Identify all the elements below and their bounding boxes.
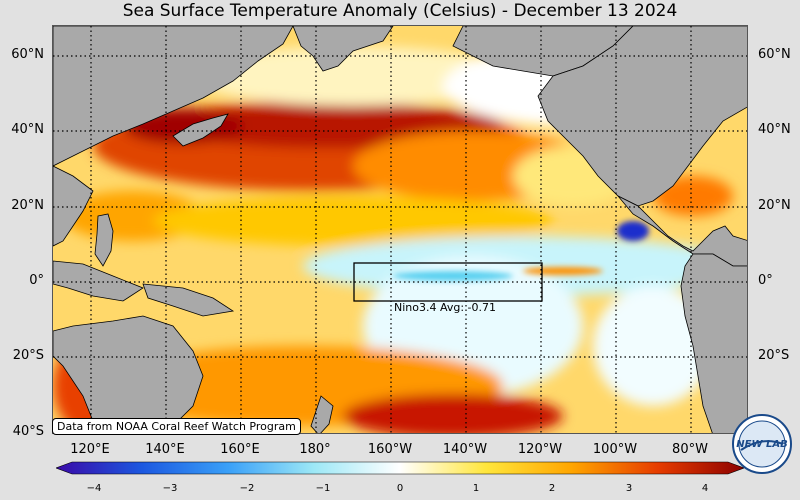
land-kamchatka xyxy=(292,26,394,72)
lon-label-180: 180° xyxy=(299,442,331,457)
colorbar-tick: −2 xyxy=(239,483,255,494)
lat-label-eq-left: 0° xyxy=(29,273,44,288)
lat-label-40n-left: 40°N xyxy=(11,122,44,137)
nino34-box[interactable] xyxy=(353,262,543,302)
land-japan xyxy=(172,113,229,147)
data-credit-label: Data from NOAA Coral Reef Watch Program xyxy=(52,418,301,435)
land-philippines xyxy=(94,213,114,267)
lat-label-40s-left: 40°S xyxy=(12,424,44,439)
land-asia-mainland xyxy=(53,165,94,247)
lat-label-60n-left: 60°N xyxy=(11,47,44,62)
lon-label-140w: 140°W xyxy=(442,442,488,457)
colorbar-tick: −3 xyxy=(162,483,178,494)
lat-label-eq-right: 0° xyxy=(758,273,773,288)
colorbar xyxy=(56,461,744,475)
land-borneo-indonesia xyxy=(53,260,144,302)
lat-label-60n-right: 60°N xyxy=(758,47,791,62)
map-title: Sea Surface Temperature Anomaly (Celsius… xyxy=(122,1,678,21)
colorbar-tick: −4 xyxy=(86,483,102,494)
land-south-america xyxy=(680,253,747,433)
colorbar-tick: 4 xyxy=(701,483,709,494)
lon-label-120w: 120°W xyxy=(517,442,563,457)
nasa-lab-logo[interactable]: NEW LAB xyxy=(732,414,792,474)
graticule-lines xyxy=(53,26,747,433)
lat-label-40n-right: 40°N xyxy=(758,122,791,137)
lon-label-160w: 160°W xyxy=(367,442,413,457)
colorbar-tick: 3 xyxy=(625,483,633,494)
lon-label-100w: 100°W xyxy=(592,442,638,457)
colorbar-tick: 1 xyxy=(472,483,480,494)
colorbar-tick: 0 xyxy=(396,483,404,494)
lon-label-80w: 80°W xyxy=(672,442,708,457)
sst-anomaly-map xyxy=(53,26,747,433)
lat-label-20n-left: 20°N xyxy=(11,198,44,213)
lat-label-20n-right: 20°N xyxy=(758,198,791,213)
lon-label-160e: 160°E xyxy=(220,442,260,457)
land-new-zealand xyxy=(310,395,334,433)
colorbar-scale xyxy=(56,461,744,475)
lon-label-140e: 140°E xyxy=(145,442,185,457)
nino34-average-label: Nino3.4 Avg: -0.71 xyxy=(394,301,497,314)
land-central-america xyxy=(617,195,747,267)
map-panel[interactable] xyxy=(52,25,748,434)
colorbar-tick: −1 xyxy=(315,483,331,494)
logo-text: NEW LAB xyxy=(736,439,787,450)
lon-label-120e: 120°E xyxy=(70,442,110,457)
colorbar-tick: 2 xyxy=(548,483,556,494)
lat-label-20s-right: 20°S xyxy=(758,348,790,363)
lat-label-20s-left: 20°S xyxy=(12,348,44,363)
